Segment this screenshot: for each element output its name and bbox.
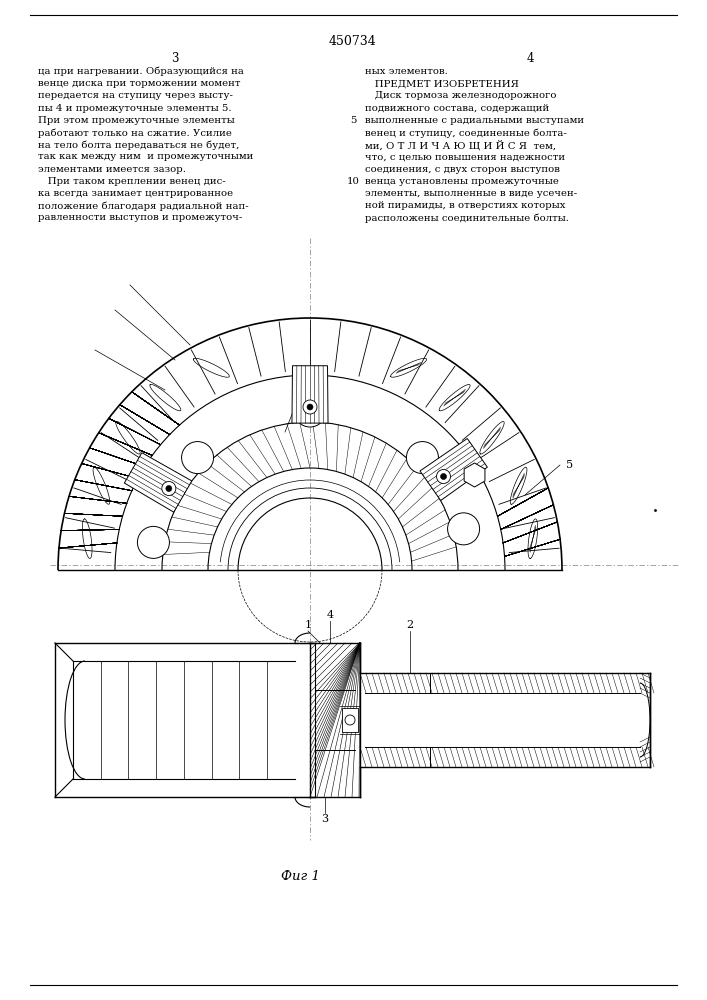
Text: венца установлены промежуточные: венца установлены промежуточные — [365, 177, 559, 186]
Text: 450734: 450734 — [329, 35, 377, 48]
Circle shape — [345, 715, 355, 725]
Polygon shape — [464, 463, 485, 487]
Text: ца при нагревании. Образующийся на: ца при нагревании. Образующийся на — [38, 67, 244, 77]
Text: пы 4 и промежуточные элементы 5.: пы 4 и промежуточные элементы 5. — [38, 104, 232, 113]
Text: Диск тормоза железнодорожного: Диск тормоза железнодорожного — [365, 91, 556, 100]
Text: ми, О Т Л И Ч А Ю Щ И Й С Я  тем,: ми, О Т Л И Ч А Ю Щ И Й С Я тем, — [365, 140, 556, 151]
Text: ных элементов.: ных элементов. — [365, 67, 448, 76]
Text: равленности выступов и промежуточ-: равленности выступов и промежуточ- — [38, 213, 243, 222]
Circle shape — [166, 486, 172, 491]
Text: 2: 2 — [407, 620, 414, 630]
Text: элементами имеется зазор.: элементами имеется зазор. — [38, 165, 186, 174]
Text: 3: 3 — [171, 52, 179, 65]
Text: работают только на сжатие. Усилие: работают только на сжатие. Усилие — [38, 128, 232, 137]
Text: При таком креплении венец дис-: При таком креплении венец дис- — [38, 177, 226, 186]
Text: венец и ступицу, соединенные болта-: венец и ступицу, соединенные болта- — [365, 128, 567, 137]
Text: ПРЕДМЕТ ИЗОБРЕТЕНИЯ: ПРЕДМЕТ ИЗОБРЕТЕНИЯ — [365, 79, 519, 88]
Circle shape — [162, 482, 176, 495]
Polygon shape — [420, 439, 487, 501]
Text: При этом промежуточные элементы: При этом промежуточные элементы — [38, 116, 235, 125]
Text: расположены соединительные болты.: расположены соединительные болты. — [365, 213, 569, 223]
Text: что, с целью повышения надежности: что, с целью повышения надежности — [365, 152, 565, 161]
Text: 4: 4 — [526, 52, 534, 65]
Text: ка всегда занимает центрированное: ка всегда занимает центрированное — [38, 189, 233, 198]
Text: 5: 5 — [350, 116, 356, 125]
Circle shape — [137, 526, 170, 558]
Text: Фиг 1: Фиг 1 — [281, 870, 320, 883]
Circle shape — [307, 404, 313, 410]
Text: так как между ним  и промежуточными: так как между ним и промежуточными — [38, 152, 253, 161]
Circle shape — [294, 395, 326, 427]
Circle shape — [436, 470, 450, 484]
Circle shape — [303, 400, 317, 414]
Text: 10: 10 — [346, 177, 359, 186]
Text: 4: 4 — [298, 377, 305, 387]
Circle shape — [182, 442, 214, 474]
Text: положение благодаря радиальной нап-: положение благодаря радиальной нап- — [38, 201, 249, 211]
Polygon shape — [292, 366, 328, 423]
Text: 3: 3 — [322, 814, 329, 824]
Text: выполненные с радиальными выступами: выполненные с радиальными выступами — [365, 116, 584, 125]
Text: на тело болта передаваться не будет,: на тело болта передаваться не будет, — [38, 140, 240, 150]
Text: венце диска при торможении момент: венце диска при торможении момент — [38, 79, 240, 88]
Circle shape — [407, 442, 438, 474]
Text: 1: 1 — [305, 620, 312, 630]
Text: соединения, с двух сторон выступов: соединения, с двух сторон выступов — [365, 165, 560, 174]
Text: 4: 4 — [327, 610, 334, 620]
Circle shape — [440, 474, 447, 480]
Text: ной пирамиды, в отверстиях которых: ной пирамиды, в отверстиях которых — [365, 201, 566, 210]
Circle shape — [448, 513, 479, 545]
Bar — [342, 708, 358, 732]
Text: 5: 5 — [566, 460, 573, 470]
Polygon shape — [124, 453, 192, 512]
Text: элементы, выполненные в виде усечен-: элементы, выполненные в виде усечен- — [365, 189, 577, 198]
Text: подвижного состава, содержащий: подвижного состава, содержащий — [365, 104, 549, 113]
Text: передается на ступицу через высту-: передается на ступицу через высту- — [38, 91, 233, 100]
